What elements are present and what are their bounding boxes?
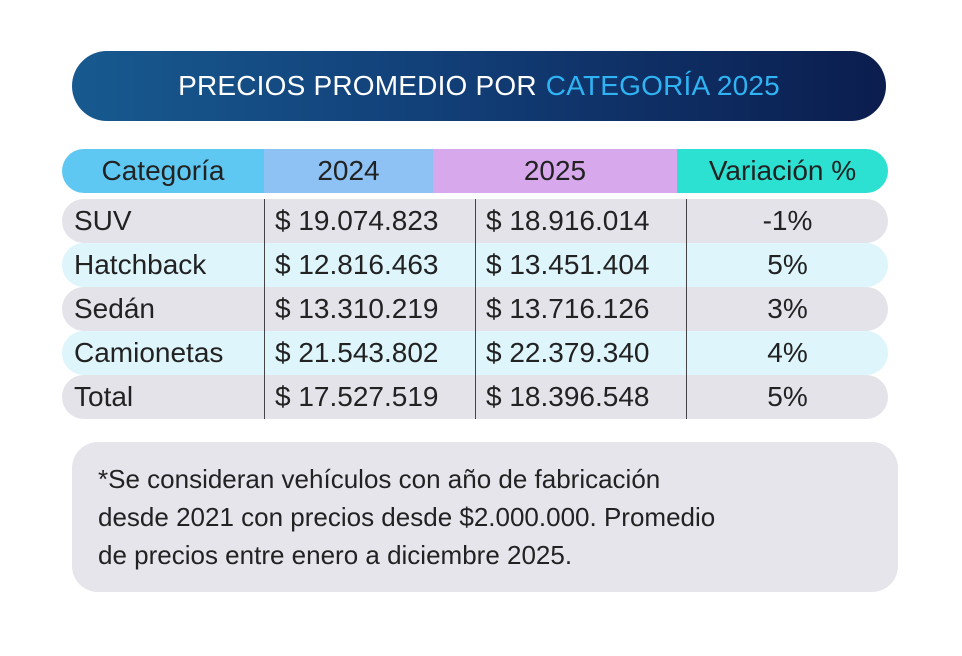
cell-categoria: Hatchback bbox=[74, 249, 207, 280]
table-row: Camionetas $ 21.543.802 $ 22.379.340 4% bbox=[62, 331, 888, 375]
cell-2025: $ 13.451.404 bbox=[475, 243, 686, 287]
cell-2025: $ 18.396.548 bbox=[475, 375, 686, 419]
price-table: Categoría 2024 2025 Variación % SUV $ 19… bbox=[62, 149, 888, 419]
cell-categoria: SUV bbox=[74, 205, 132, 236]
header-categoria: Categoría bbox=[62, 149, 264, 193]
cell-2024: $ 12.816.463 bbox=[264, 243, 475, 287]
header-2024: 2024 bbox=[264, 149, 433, 193]
table-header: Categoría 2024 2025 Variación % bbox=[62, 149, 888, 193]
footnote-line-3: de precios entre enero a diciembre 2025. bbox=[98, 540, 573, 570]
cell-2024: $ 17.527.519 bbox=[264, 375, 475, 419]
title-accent: CATEGORÍA 2025 bbox=[545, 70, 780, 101]
cell-variacion: 5% bbox=[686, 375, 888, 419]
header-2025: 2025 bbox=[433, 149, 677, 193]
cell-categoria: Sedán bbox=[74, 293, 155, 324]
cell-variacion: 3% bbox=[686, 287, 888, 331]
table-body: SUV $ 19.074.823 $ 18.916.014 -1% Hatchb… bbox=[62, 199, 888, 419]
title-main: PRECIOS PROMEDIO POR bbox=[178, 70, 537, 101]
title-banner: PRECIOS PROMEDIO POR CATEGORÍA 2025 bbox=[72, 51, 886, 121]
cell-variacion: -1% bbox=[686, 199, 888, 243]
table-row: Hatchback $ 12.816.463 $ 13.451.404 5% bbox=[62, 243, 888, 287]
cell-categoria: Camionetas bbox=[74, 337, 224, 368]
cell-2024: $ 21.543.802 bbox=[264, 331, 475, 375]
header-variacion: Variación % bbox=[677, 149, 888, 193]
table-row: Total $ 17.527.519 $ 18.396.548 5% bbox=[62, 375, 888, 419]
table-row: Sedán $ 13.310.219 $ 13.716.126 3% bbox=[62, 287, 888, 331]
cell-2025: $ 22.379.340 bbox=[475, 331, 686, 375]
cell-variacion: 5% bbox=[686, 243, 888, 287]
cell-categoria: Total bbox=[74, 381, 134, 412]
table-row: SUV $ 19.074.823 $ 18.916.014 -1% bbox=[62, 199, 888, 243]
cell-2025: $ 18.916.014 bbox=[475, 199, 686, 243]
cell-2024: $ 19.074.823 bbox=[264, 199, 475, 243]
cell-variacion: 4% bbox=[686, 331, 888, 375]
footnote-line-1: *Se consideran vehículos con año de fabr… bbox=[98, 464, 661, 494]
cell-2024: $ 13.310.219 bbox=[264, 287, 475, 331]
cell-2025: $ 13.716.126 bbox=[475, 287, 686, 331]
footnote-box: *Se consideran vehículos con año de fabr… bbox=[72, 442, 898, 592]
footnote-line-2: desde 2021 con precios desde $2.000.000.… bbox=[98, 502, 716, 532]
